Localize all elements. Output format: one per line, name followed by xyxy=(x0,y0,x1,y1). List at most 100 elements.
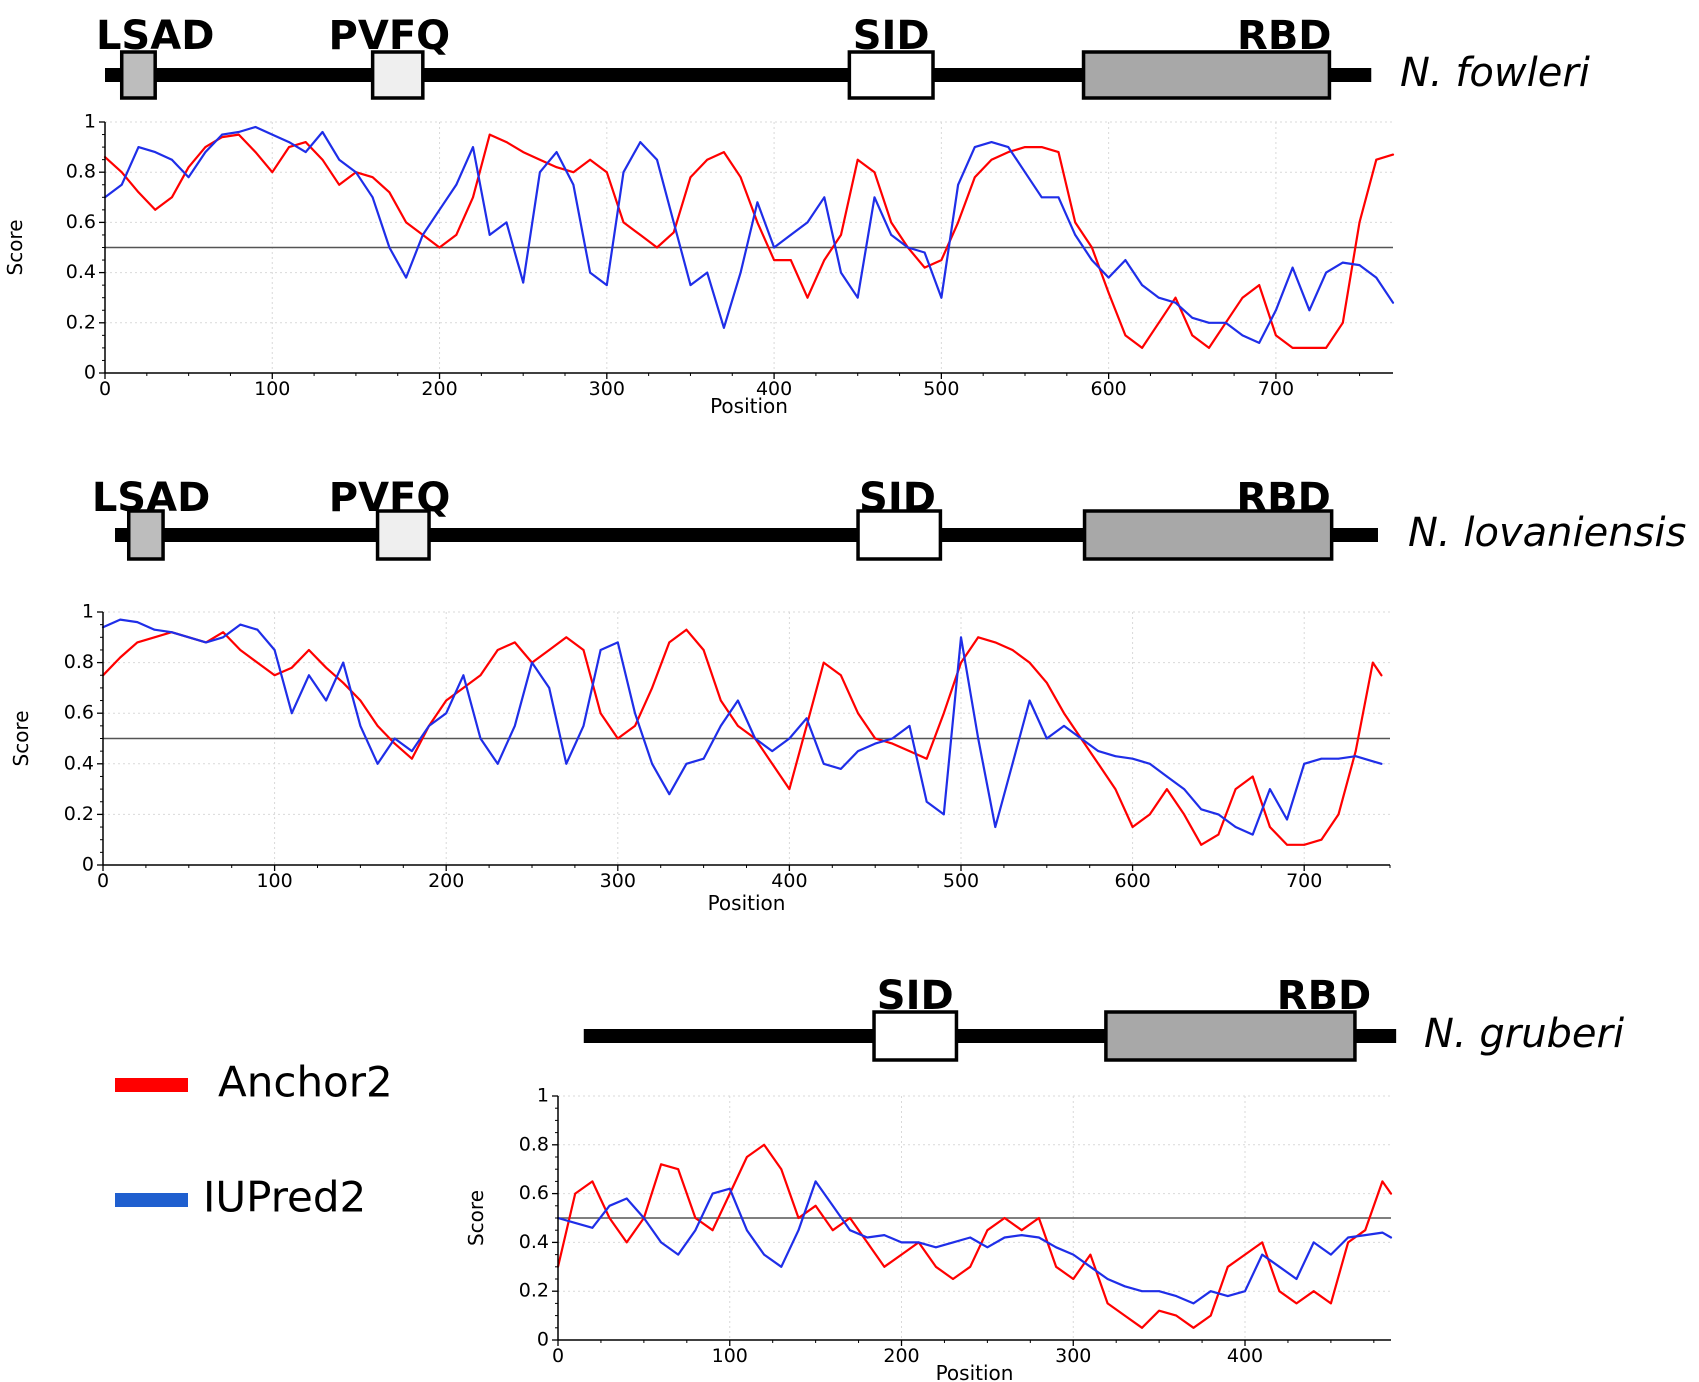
data-point-anchor2 xyxy=(1347,1241,1349,1244)
data-point-iupred2 xyxy=(1329,1253,1332,1256)
data-point-anchor2 xyxy=(908,750,911,753)
domain-box-sid xyxy=(856,509,943,561)
data-point-anchor2 xyxy=(822,661,825,664)
data-point-iupred2 xyxy=(273,649,276,651)
data-point-iupred2 xyxy=(771,750,774,753)
data-point-anchor2 xyxy=(823,259,826,261)
data-point-iupred2 xyxy=(969,1236,972,1239)
y-tick-label: 0.8 xyxy=(64,651,94,673)
data-point-iupred2 xyxy=(711,1192,714,1195)
species-label: N. gruberi xyxy=(1424,1011,1624,1057)
data-point-iupred2 xyxy=(1226,1295,1229,1297)
data-point-iupred2 xyxy=(582,724,585,727)
data-point-anchor2 xyxy=(1057,151,1060,154)
data-point-iupred2 xyxy=(608,1204,611,1207)
data-point-iupred2 xyxy=(857,750,859,753)
data-point-anchor2 xyxy=(608,1217,611,1219)
y-tick-label: 0.2 xyxy=(519,1280,549,1302)
data-point-anchor2 xyxy=(1364,1229,1367,1232)
data-point-iupred2 xyxy=(977,737,980,740)
x-tick-label: 300 xyxy=(600,870,636,892)
data-point-anchor2 xyxy=(371,176,374,179)
data-point-iupred2 xyxy=(1364,1234,1367,1236)
data-point-anchor2 xyxy=(321,158,324,161)
x-tick-label: 500 xyxy=(943,870,979,892)
data-point-anchor2 xyxy=(1175,1314,1178,1317)
data-point-anchor2 xyxy=(622,221,625,224)
data-point-iupred2 xyxy=(814,1180,817,1183)
data-point-anchor2 xyxy=(153,636,156,639)
data-point-iupred2 xyxy=(1175,1295,1178,1297)
data-point-anchor2 xyxy=(599,712,602,715)
data-point-iupred2 xyxy=(479,737,482,740)
data-point-anchor2 xyxy=(925,757,928,760)
data-point-anchor2 xyxy=(1278,1290,1281,1293)
data-point-anchor2 xyxy=(634,724,636,727)
data-point-iupred2 xyxy=(754,737,756,740)
data-point-anchor2 xyxy=(960,661,962,664)
data-point-iupred2 xyxy=(254,126,257,128)
data-point-iupred2 xyxy=(1080,737,1083,740)
data-point-iupred2 xyxy=(1063,724,1065,727)
data-point-anchor2 xyxy=(1329,1302,1332,1305)
data-point-iupred2 xyxy=(942,813,945,816)
data-point-iupred2 xyxy=(271,133,274,136)
data-point-iupred2 xyxy=(616,641,619,644)
data-point-anchor2 xyxy=(840,234,842,236)
data-point-anchor2 xyxy=(1303,843,1306,846)
domain-label-lsad: LSAD xyxy=(92,475,210,521)
domain-box-pvfq xyxy=(370,50,425,100)
data-point-anchor2 xyxy=(325,666,327,669)
y-tick-label: 0 xyxy=(537,1329,549,1351)
data-point-iupred2 xyxy=(371,196,374,199)
data-point-anchor2 xyxy=(376,724,379,727)
data-point-anchor2 xyxy=(359,699,362,702)
data-point-iupred2 xyxy=(1141,1290,1143,1293)
data-point-iupred2 xyxy=(393,737,396,740)
data-point-anchor2 xyxy=(994,641,997,644)
data-point-iupred2 xyxy=(342,661,345,664)
domain-box-pvfq xyxy=(375,509,431,561)
x-axis-title: Position xyxy=(936,1361,1014,1382)
data-point-iupred2 xyxy=(1390,1236,1392,1239)
data-point-anchor2 xyxy=(660,1163,662,1166)
data-point-iupred2 xyxy=(548,687,551,689)
data-point-anchor2 xyxy=(605,171,608,174)
data-point-iupred2 xyxy=(891,737,894,740)
data-point-iupred2 xyxy=(994,826,997,828)
domain-box-rbd xyxy=(1081,50,1332,100)
data-point-iupred2 xyxy=(1091,259,1093,261)
data-point-iupred2 xyxy=(438,208,441,211)
x-tick-label: 0 xyxy=(552,1345,564,1367)
data-point-iupred2 xyxy=(746,1229,748,1232)
x-tick-label: 400 xyxy=(1227,1345,1263,1367)
data-point-iupred2 xyxy=(702,757,705,760)
data-point-anchor2 xyxy=(856,158,859,161)
x-tick-label: 700 xyxy=(1286,870,1322,892)
data-point-anchor2 xyxy=(455,234,458,236)
data-point-anchor2 xyxy=(1320,838,1323,841)
domain-label-sid: SID xyxy=(859,475,936,521)
data-point-iupred2 xyxy=(823,196,826,199)
data-point-anchor2 xyxy=(137,191,140,194)
data-point-iupred2 xyxy=(505,221,508,224)
data-point-iupred2 xyxy=(990,141,993,143)
data-point-iupred2 xyxy=(171,158,173,161)
data-point-iupred2 xyxy=(625,1197,628,1200)
y-tick-label: 1 xyxy=(82,601,94,623)
data-point-iupred2 xyxy=(119,618,122,621)
data-point-iupred2 xyxy=(1217,813,1220,816)
x-tick-label: 0 xyxy=(99,378,111,400)
data-point-anchor2 xyxy=(1089,1253,1092,1256)
data-point-anchor2 xyxy=(890,221,893,224)
data-point-anchor2 xyxy=(723,151,725,154)
series-line-anchor2 xyxy=(556,1143,1393,1329)
data-point-iupred2 xyxy=(325,699,327,702)
domain-label-rbd: RBD xyxy=(1237,13,1332,59)
data-point-iupred2 xyxy=(789,234,792,236)
data-point-anchor2 xyxy=(806,296,809,299)
data-point-iupred2 xyxy=(639,141,642,143)
domain-label-sid: SID xyxy=(877,973,954,1019)
data-point-iupred2 xyxy=(359,724,362,727)
data-point-iupred2 xyxy=(1241,334,1244,337)
